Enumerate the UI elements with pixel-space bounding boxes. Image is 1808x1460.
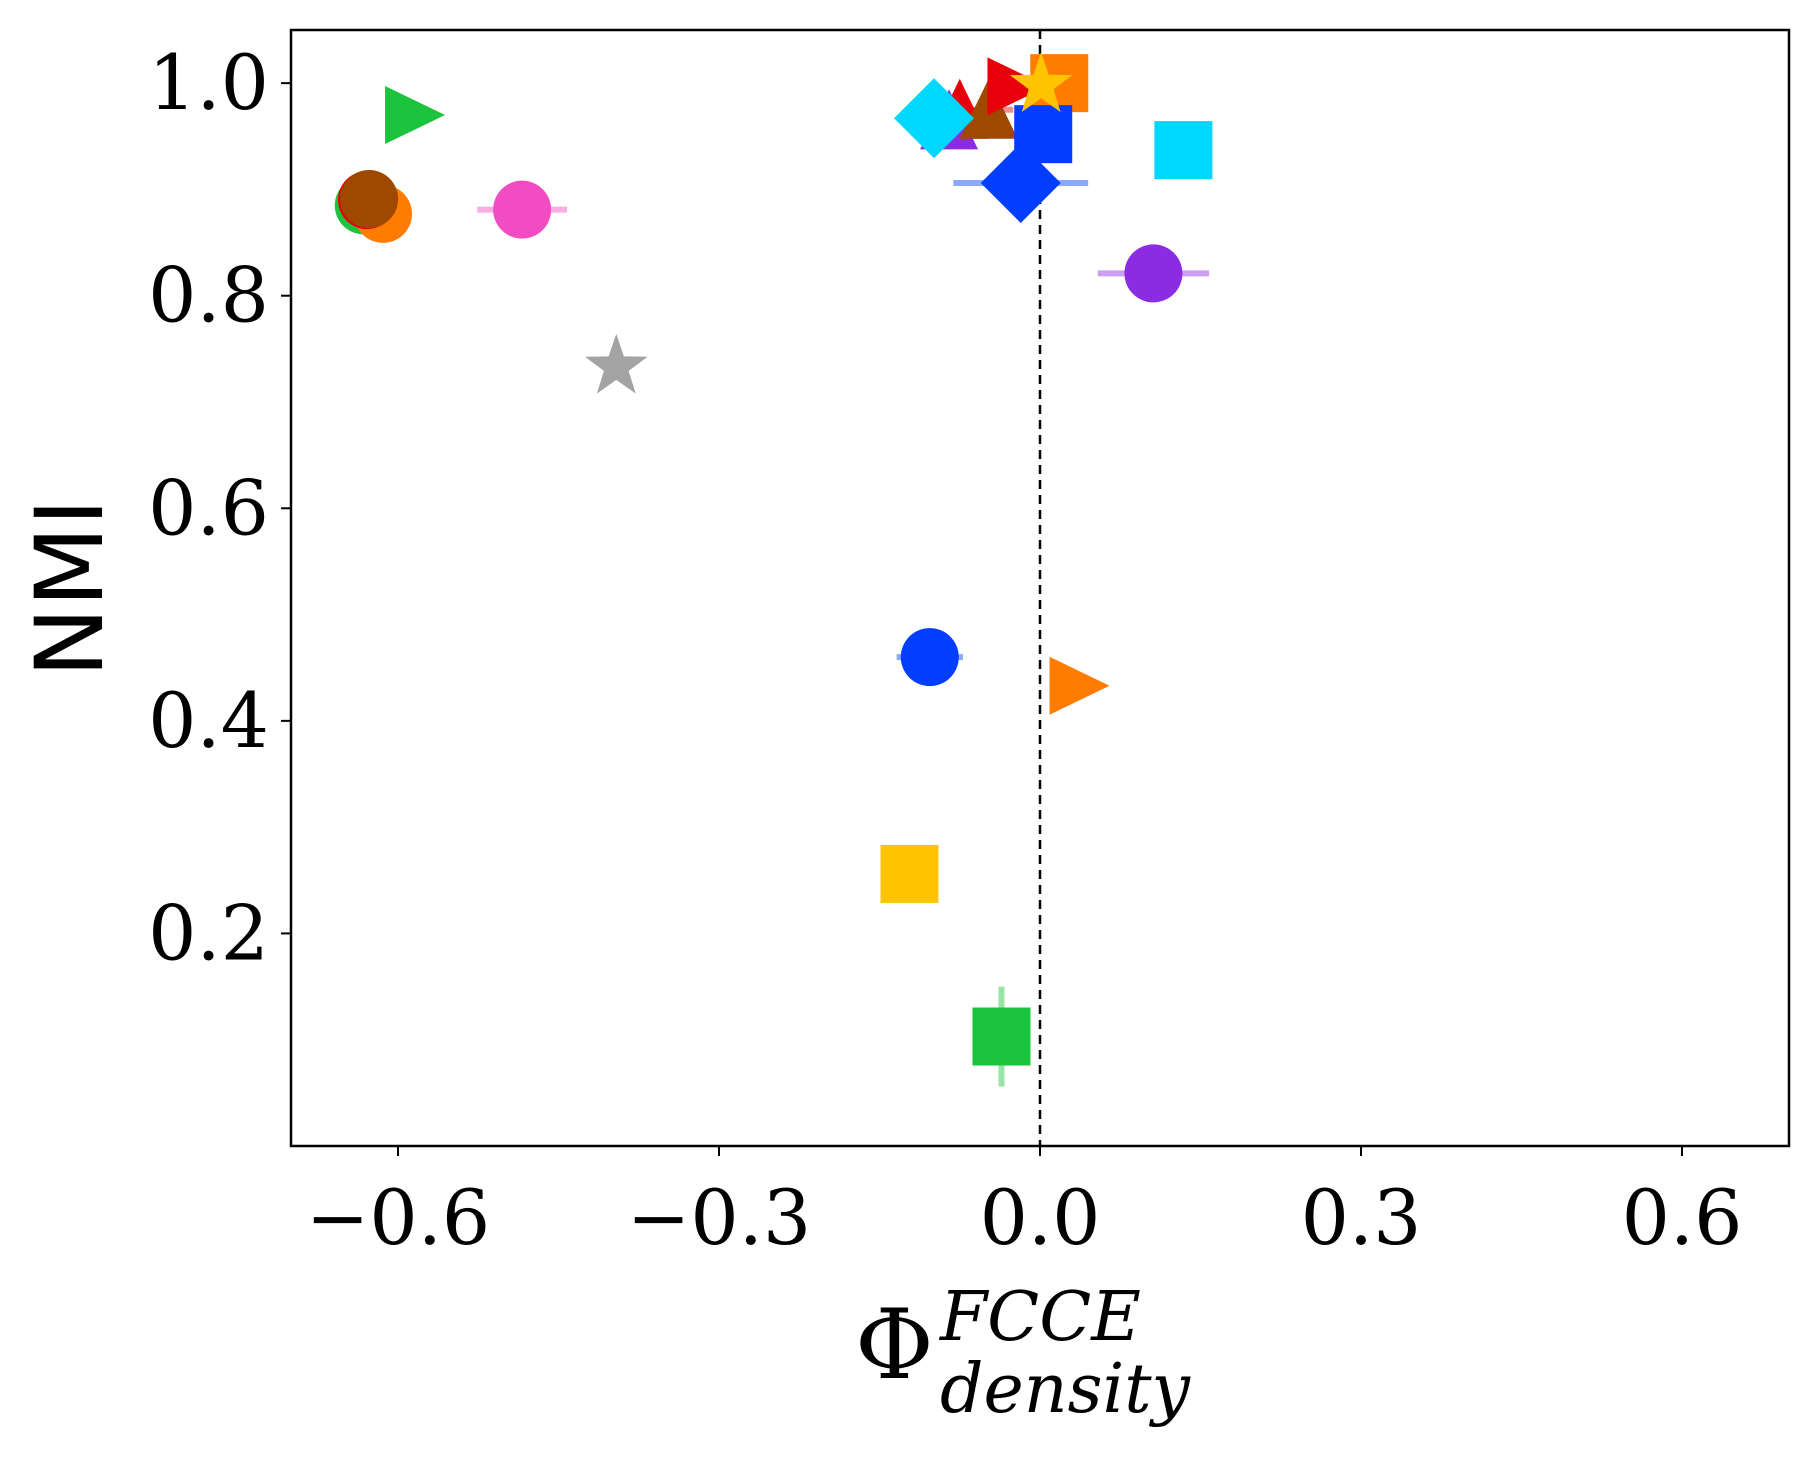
y-tick-label: 0.4 [148, 676, 269, 765]
x-tick-label: 0.3 [1301, 1173, 1422, 1262]
y-tick-label: 1.0 [148, 38, 269, 127]
y-tick-label: 0.6 [148, 463, 269, 552]
cyan-square-marker [1154, 121, 1213, 180]
y-tick-label: 0.2 [148, 888, 269, 977]
gray-star-marker [584, 333, 648, 394]
x-axis: −0.6 −0.3 0.0 0.3 0.6 [306, 1146, 1743, 1262]
green-triangle-marker [385, 86, 446, 145]
pink-circle-marker [493, 180, 552, 239]
x-tick-label: 0.0 [980, 1173, 1101, 1262]
yellow-square-marker [880, 844, 939, 903]
y-axis: 0.2 0.4 0.6 0.8 1.0 [148, 38, 291, 977]
yellow-star-marker [1009, 52, 1073, 112]
x-tick-label: 0.6 [1622, 1173, 1743, 1262]
green-square-marker [972, 1007, 1031, 1066]
blue-diamond-marker [980, 143, 1061, 224]
y-tick-label: 0.8 [148, 251, 269, 340]
orange-triangle-marker [1049, 656, 1110, 715]
red-triangle-right-marker [987, 57, 1048, 116]
x-tick-label: −0.3 [627, 1173, 812, 1262]
brown-circle-marker [340, 169, 399, 228]
x-axis-label-subscript: density [940, 1350, 1192, 1429]
x-axis-label-symbol: Φ [855, 1289, 934, 1401]
x-axis-label: Φ FCCE density [855, 1278, 1192, 1429]
x-axis-label-superscript: FCCE [938, 1278, 1141, 1357]
x-tick-label: −0.6 [306, 1173, 491, 1262]
cyan-diamond-marker [894, 78, 975, 159]
plot-area [334, 30, 1213, 1146]
y-axis-label: NMI [16, 498, 125, 677]
purple-circle-marker [1124, 244, 1183, 303]
blue-circle-marker [900, 628, 959, 687]
